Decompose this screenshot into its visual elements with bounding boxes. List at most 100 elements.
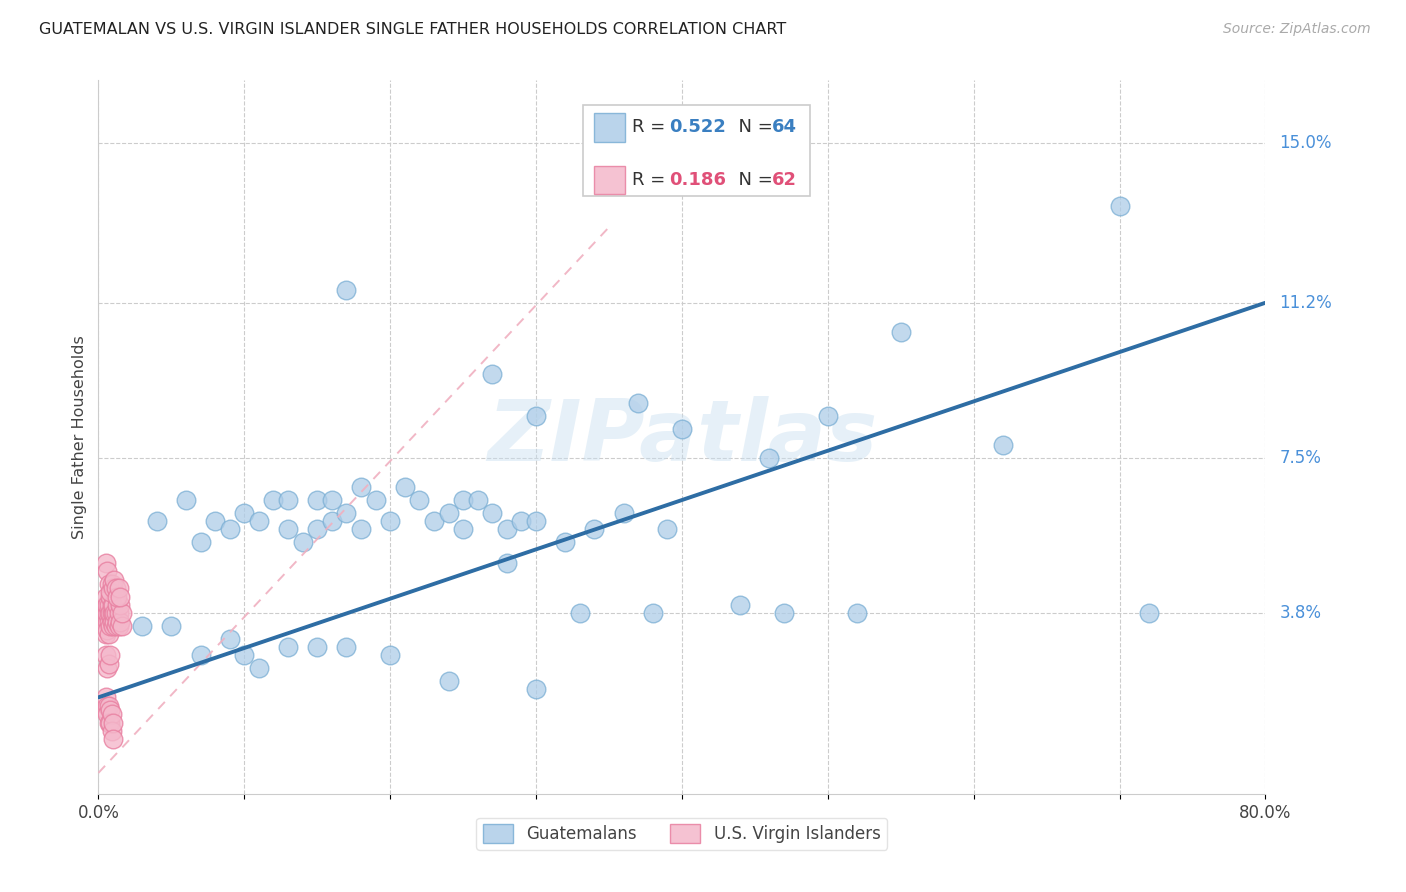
Text: Source: ZipAtlas.com: Source: ZipAtlas.com <box>1223 22 1371 37</box>
Point <box>408 493 430 508</box>
Point <box>451 493 474 508</box>
Point <box>437 506 460 520</box>
Text: ZIPatlas: ZIPatlas <box>486 395 877 479</box>
Point <box>98 590 121 604</box>
Point <box>233 648 256 663</box>
FancyBboxPatch shape <box>582 104 810 196</box>
Point <box>104 607 127 621</box>
Text: R =: R = <box>631 119 671 136</box>
Point <box>510 514 533 528</box>
Point <box>101 732 124 747</box>
Point <box>96 565 118 579</box>
Point <box>773 607 796 621</box>
Point <box>218 632 240 646</box>
Point <box>100 598 122 612</box>
Point <box>105 598 128 612</box>
Point <box>481 506 503 520</box>
Point <box>218 523 240 537</box>
Point <box>100 723 122 738</box>
Point <box>307 640 329 654</box>
Point <box>100 615 122 629</box>
Point <box>496 523 519 537</box>
Point <box>97 698 120 713</box>
Point <box>110 615 132 629</box>
Point <box>96 598 118 612</box>
Text: GUATEMALAN VS U.S. VIRGIN ISLANDER SINGLE FATHER HOUSEHOLDS CORRELATION CHART: GUATEMALAN VS U.S. VIRGIN ISLANDER SINGL… <box>39 22 786 37</box>
Point <box>146 514 169 528</box>
Point <box>524 681 547 696</box>
Point <box>554 535 576 549</box>
Point <box>291 535 314 549</box>
Point <box>467 493 489 508</box>
Point <box>277 640 299 654</box>
Point <box>846 607 869 621</box>
Point <box>583 523 606 537</box>
Point <box>817 409 839 423</box>
Point <box>94 590 117 604</box>
Point <box>437 673 460 688</box>
Point <box>758 451 780 466</box>
Text: 62: 62 <box>772 171 797 189</box>
Point <box>98 585 121 599</box>
Point <box>612 506 634 520</box>
Point <box>481 367 503 381</box>
Point <box>131 619 153 633</box>
Point <box>101 598 124 612</box>
Point <box>98 607 121 621</box>
Point <box>190 535 212 549</box>
Point <box>568 607 591 621</box>
Point <box>364 493 387 508</box>
Point <box>350 523 373 537</box>
Point <box>96 623 118 637</box>
Point <box>108 581 131 595</box>
Point <box>105 590 128 604</box>
Point <box>96 615 118 629</box>
Point <box>110 598 132 612</box>
Point <box>174 493 197 508</box>
Point <box>108 619 131 633</box>
Legend: Guatemalans, U.S. Virgin Islanders: Guatemalans, U.S. Virgin Islanders <box>477 818 887 850</box>
Point <box>101 715 124 730</box>
Point <box>96 707 118 722</box>
Point <box>247 514 270 528</box>
Point <box>101 607 124 621</box>
Point <box>97 715 120 730</box>
Point <box>94 627 117 641</box>
Point <box>98 703 121 717</box>
Point <box>277 493 299 508</box>
Text: 64: 64 <box>772 119 797 136</box>
Text: 15.0%: 15.0% <box>1279 134 1331 153</box>
Point <box>94 556 117 570</box>
Point <box>524 409 547 423</box>
Point <box>335 506 357 520</box>
Point <box>94 648 117 663</box>
Point <box>730 598 752 612</box>
Point <box>111 619 134 633</box>
Point <box>380 514 402 528</box>
Point <box>103 615 125 629</box>
Point <box>394 480 416 494</box>
Point <box>350 480 373 494</box>
Bar <box>595 113 624 142</box>
Point <box>98 648 121 663</box>
Text: 7.5%: 7.5% <box>1279 449 1322 467</box>
Point <box>321 493 343 508</box>
Point <box>627 396 650 410</box>
Point <box>233 506 256 520</box>
Point <box>104 581 127 595</box>
Point <box>97 607 120 621</box>
Point <box>105 615 128 629</box>
Point <box>671 422 693 436</box>
Point <box>335 283 357 297</box>
Point <box>94 619 117 633</box>
Point <box>108 607 131 621</box>
Point <box>101 581 124 595</box>
Point <box>1108 199 1130 213</box>
Point <box>451 523 474 537</box>
Point <box>100 707 122 722</box>
Text: 0.186: 0.186 <box>669 171 725 189</box>
Point <box>247 661 270 675</box>
Point <box>190 648 212 663</box>
Point <box>104 619 127 633</box>
Text: R =: R = <box>631 171 671 189</box>
